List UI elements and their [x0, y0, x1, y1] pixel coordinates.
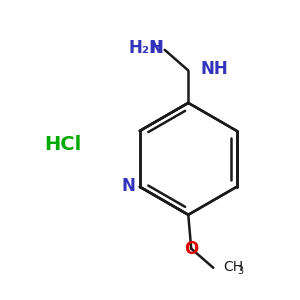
Text: N: N: [122, 177, 136, 195]
Text: NH: NH: [200, 60, 228, 78]
Text: CH: CH: [224, 260, 244, 274]
Text: 3: 3: [238, 266, 244, 276]
Text: H: H: [149, 39, 163, 57]
Text: H₂N: H₂N: [128, 39, 163, 57]
Text: O: O: [184, 240, 198, 258]
Text: HCl: HCl: [44, 135, 81, 154]
